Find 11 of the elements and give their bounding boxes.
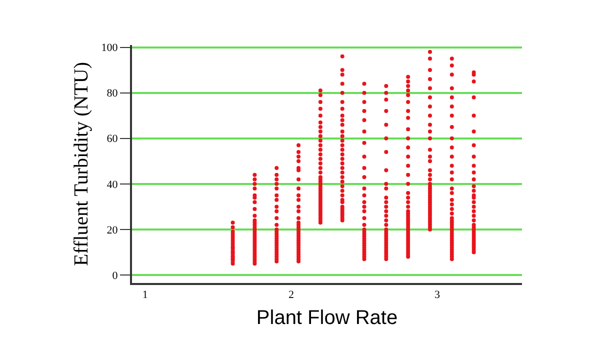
y-tick-label: 100 bbox=[101, 42, 118, 54]
y-tick-label: 40 bbox=[106, 178, 118, 191]
x-axis-title: Plant Flow Rate bbox=[256, 307, 398, 330]
y-tick-label: 80 bbox=[106, 88, 118, 100]
x-tick-label: 1 bbox=[142, 289, 148, 302]
x-tick-label: 2 bbox=[288, 289, 294, 302]
x-tick-label: 3 bbox=[434, 289, 441, 302]
y-tick-label: 0 bbox=[112, 270, 118, 282]
y-tick-label: 20 bbox=[106, 224, 118, 236]
y-axis-title: Effluent Turbidity (NTU) bbox=[70, 62, 92, 266]
y-tick-label: 60 bbox=[106, 133, 118, 146]
